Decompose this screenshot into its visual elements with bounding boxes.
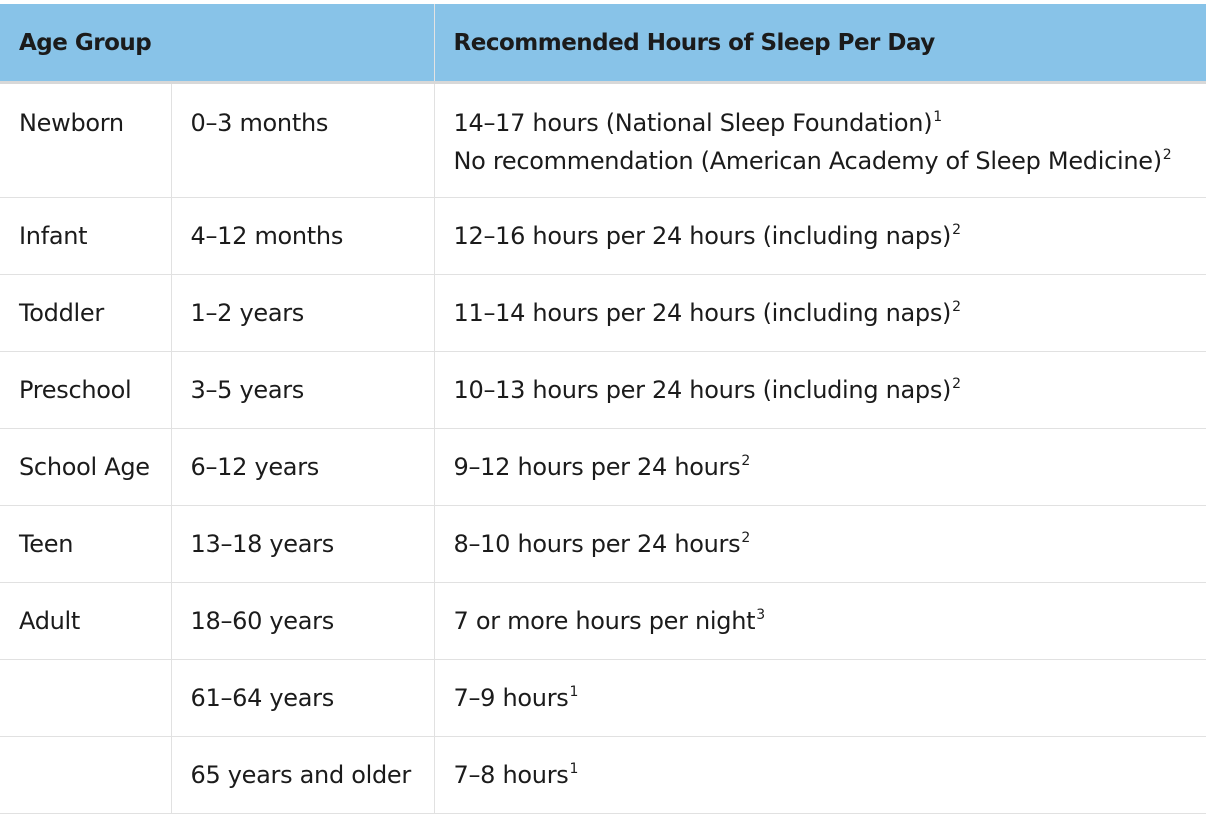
header-recommended-hours: Recommended Hours of Sleep Per Day <box>433 4 1207 84</box>
table-row: Adult 18–60 years 7 or more hours per nigh… <box>0 582 1207 660</box>
recommendation-text: 12–16 hours per 24 hours (including naps… <box>453 222 952 250</box>
recommendation-line: 12–16 hours per 24 hours (including naps… <box>454 217 1207 255</box>
footnote-reference: 2 <box>952 222 961 238</box>
age-range-cell: 13–18 years <box>170 505 435 583</box>
recommendation-text: 7 or more hours per night <box>453 607 756 635</box>
recommendation-line: 7–8 hours1 <box>454 756 1207 794</box>
age-range-cell: 0–3 months <box>170 82 435 198</box>
age-group-cell: Newborn <box>0 82 171 198</box>
table-row: 65 years and older 7–8 hours1 <box>0 736 1207 814</box>
age-group-cell: Toddler <box>0 274 171 352</box>
recommended-hours-cell: 7–8 hours1 <box>433 736 1207 814</box>
recommendation-text: 7–8 hours <box>453 761 569 789</box>
recommendation-text: No recommendation (American Academy of S… <box>453 147 1163 175</box>
recommendation-line: 8–10 hours per 24 hours2 <box>454 525 1207 563</box>
table-row: Teen 13–18 years 8–10 hours per 24 hours2 <box>0 505 1207 583</box>
footnote-reference: 1 <box>569 684 579 700</box>
footnote-reference: 1 <box>569 761 579 777</box>
age-group-cell: School Age <box>0 428 171 506</box>
recommendation-line: 7 or more hours per night3 <box>454 602 1207 640</box>
footnote-reference: 3 <box>756 607 765 623</box>
footnote-reference: 2 <box>1162 147 1172 163</box>
age-group-cell <box>0 736 171 814</box>
table-row: Toddler 1–2 years 11–14 hours per 24 hours… <box>0 274 1207 352</box>
footnote-reference: 2 <box>952 299 961 315</box>
footnote-reference: 2 <box>741 453 750 469</box>
recommendation-line: 11–14 hours per 24 hours (including naps… <box>454 294 1207 332</box>
table-body: Newborn 0–3 months 14–17 hours (National S… <box>0 82 1207 814</box>
age-group-cell: Infant <box>0 197 171 275</box>
recommendation-line: 7–9 hours1 <box>454 679 1207 717</box>
age-group-cell <box>0 659 171 737</box>
recommendation-text: 11–14 hours per 24 hours (including naps… <box>453 299 952 327</box>
age-group-cell: Adult <box>0 582 171 660</box>
age-group-cell: Teen <box>0 505 171 583</box>
table-row: School Age 6–12 years 9–12 hours per 24 ho… <box>0 428 1207 506</box>
age-range-cell: 3–5 years <box>170 351 435 429</box>
recommendation-text: 10–13 hours per 24 hours (including naps… <box>453 376 952 404</box>
recommendation-text: 14–17 hours (National Sleep Foundation) <box>453 109 933 137</box>
footnote-reference: 2 <box>952 376 961 392</box>
age-range-cell: 61–64 years <box>170 659 435 737</box>
recommendation-line: 9–12 hours per 24 hours2 <box>454 448 1207 486</box>
table-row: Infant 4–12 months 12–16 hours per 24 hour… <box>0 197 1207 275</box>
recommended-hours-cell: 12–16 hours per 24 hours (including naps… <box>433 197 1207 275</box>
recommended-hours-cell: 7–9 hours1 <box>433 659 1207 737</box>
header-row: Age Group Recommended Hours of Sleep Per… <box>0 4 1207 84</box>
recommended-hours-cell: 8–10 hours per 24 hours2 <box>433 505 1207 583</box>
footnote-reference: 1 <box>933 109 942 125</box>
recommended-hours-cell: 7 or more hours per night3 <box>433 582 1207 660</box>
age-range-cell: 18–60 years <box>170 582 435 660</box>
recommendation-line: No recommendation (American Academy of S… <box>454 142 1207 180</box>
recommended-hours-cell: 11–14 hours per 24 hours (including naps… <box>433 274 1207 352</box>
recommendation-line: 10–13 hours per 24 hours (including naps… <box>454 371 1207 409</box>
recommended-hours-cell: 14–17 hours (National Sleep Foundation)1… <box>433 82 1207 198</box>
recommendation-text: 8–10 hours per 24 hours <box>453 530 741 558</box>
age-range-cell: 65 years and older <box>170 736 435 814</box>
table-header: Age Group Recommended Hours of Sleep Per… <box>0 4 1207 84</box>
table-row: 61–64 years 7–9 hours1 <box>0 659 1207 737</box>
recommendation-text: 7–9 hours <box>453 684 569 712</box>
table-row: Newborn 0–3 months 14–17 hours (National S… <box>0 82 1207 198</box>
age-range-cell: 6–12 years <box>170 428 435 506</box>
recommended-hours-cell: 10–13 hours per 24 hours (including naps… <box>433 351 1207 429</box>
recommendation-text: 9–12 hours per 24 hours <box>453 453 741 481</box>
recommendation-line: 14–17 hours (National Sleep Foundation)1 <box>454 104 1207 142</box>
age-range-cell: 4–12 months <box>170 197 435 275</box>
table-row: Preschool 3–5 years 10–13 hours per 24 hou… <box>0 351 1207 429</box>
age-group-cell: Preschool <box>0 351 171 429</box>
sleep-recommendations-table: Age Group Recommended Hours of Sleep Per… <box>0 4 1207 814</box>
header-age-group: Age Group <box>0 4 435 84</box>
recommended-hours-cell: 9–12 hours per 24 hours2 <box>433 428 1207 506</box>
footnote-reference: 2 <box>741 530 750 546</box>
age-range-cell: 1–2 years <box>170 274 435 352</box>
